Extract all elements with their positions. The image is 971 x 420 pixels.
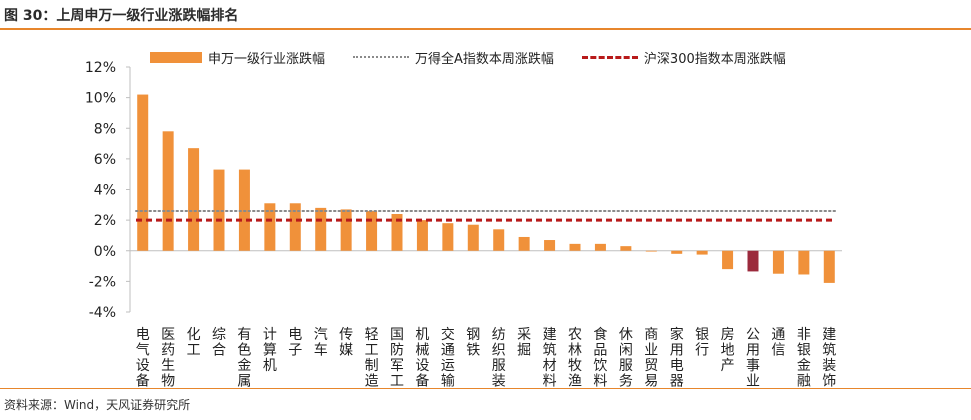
y-tick-label: 6% [94, 152, 116, 168]
legend-item-industry: 申万一级行业涨跌幅 [150, 48, 325, 67]
bar [544, 240, 556, 251]
legend: 申万一级行业涨跌幅 万得全A指数本周涨跌幅 沪深300指数本周涨跌幅 [150, 46, 814, 68]
category-label: 汽车 [314, 327, 328, 359]
legend-item-hs300: 沪深300指数本周涨跌幅 [581, 48, 786, 67]
bar [416, 220, 428, 251]
y-tick-label: 12% [85, 60, 116, 76]
y-tick-label: 10% [85, 91, 116, 107]
category-label: 国防军工 [390, 327, 404, 390]
category-label: 有色金属 [237, 327, 251, 390]
legend-swatch-bar [150, 51, 202, 63]
category-label: 房地产 [721, 327, 735, 374]
category-label: 银行 [695, 327, 709, 359]
category-label: 化工 [187, 327, 201, 359]
title-rule [0, 28, 971, 30]
category-label: 钢铁 [466, 327, 480, 359]
category-label: 食品饮料 [593, 326, 607, 390]
category-label: 纺织服装 [492, 327, 506, 390]
category-label: 机械设备 [415, 327, 429, 390]
bar [289, 203, 301, 251]
footer-rule [0, 388, 971, 389]
bar [366, 210, 378, 251]
category-label: 医药生物 [161, 327, 175, 390]
bar [188, 148, 200, 251]
category-label: 轻工制造 [365, 327, 379, 390]
bar [137, 94, 149, 251]
bar-chart: -4% -2% 0% 2% 4% 6% 8% 10% 12% 电气设备医药生物化工综合有色金属计算… [85, 60, 842, 390]
bar [696, 250, 708, 255]
y-tick-label: -2% [89, 274, 116, 290]
bar [493, 229, 505, 251]
category-label: 建筑装饰 [822, 327, 836, 390]
bar [467, 224, 479, 251]
legend-item-wind-a: 万得全A指数本周涨跌幅 [353, 48, 554, 67]
legend-label-industry: 申万一级行业涨跌幅 [208, 51, 326, 67]
category-label: 电气设备 [136, 327, 150, 390]
bar [671, 250, 683, 254]
legend-label-wind-a: 万得全A指数本周涨跌幅 [415, 51, 554, 67]
legend-swatch-dotted-line [353, 56, 410, 58]
category-label: 综合 [212, 327, 226, 359]
y-tick-label: 8% [94, 121, 116, 137]
bar [162, 131, 174, 251]
bar [315, 207, 327, 251]
category-label: 公用事业 [746, 327, 760, 390]
category-label: 商业贸易 [644, 327, 658, 390]
category-label: 采掘 [517, 327, 531, 359]
category-label: 休闲服务 [619, 327, 633, 390]
y-tick-label: 0% [94, 244, 116, 260]
category-label: 通信 [771, 327, 785, 359]
bar [391, 214, 403, 251]
category-label: 非银金融 [797, 327, 811, 390]
bar [518, 236, 530, 251]
bar [340, 209, 352, 251]
bar [747, 250, 759, 272]
category-label: 农林牧渔 [568, 327, 582, 390]
category-label: 家用电器 [670, 326, 684, 390]
bar [264, 203, 276, 251]
bar [569, 243, 581, 251]
y-tick-label: 2% [94, 213, 116, 229]
bar [772, 250, 784, 274]
y-tick-label: -4% [89, 305, 116, 321]
bar [823, 250, 835, 283]
source-note: 资料来源：Wind，天风证券研究所 [4, 398, 191, 412]
bar [594, 243, 606, 251]
bar [645, 250, 657, 252]
category-label: 交通运输 [441, 326, 455, 390]
bar [442, 223, 454, 251]
bar [722, 250, 734, 270]
category-label: 传媒 [339, 327, 353, 359]
category-label: 计算机 [263, 327, 277, 374]
bar [798, 250, 810, 275]
legend-label-hs300: 沪深300指数本周涨跌幅 [643, 51, 786, 67]
figure-title: 图 30：上周申万一级行业涨跌幅排名 [4, 8, 239, 24]
legend-swatch-dashed-line [581, 55, 638, 59]
category-label: 建筑材料 [543, 327, 557, 390]
y-tick-label: 4% [94, 183, 116, 199]
bar [620, 246, 632, 251]
category-label: 电子 [288, 327, 302, 359]
